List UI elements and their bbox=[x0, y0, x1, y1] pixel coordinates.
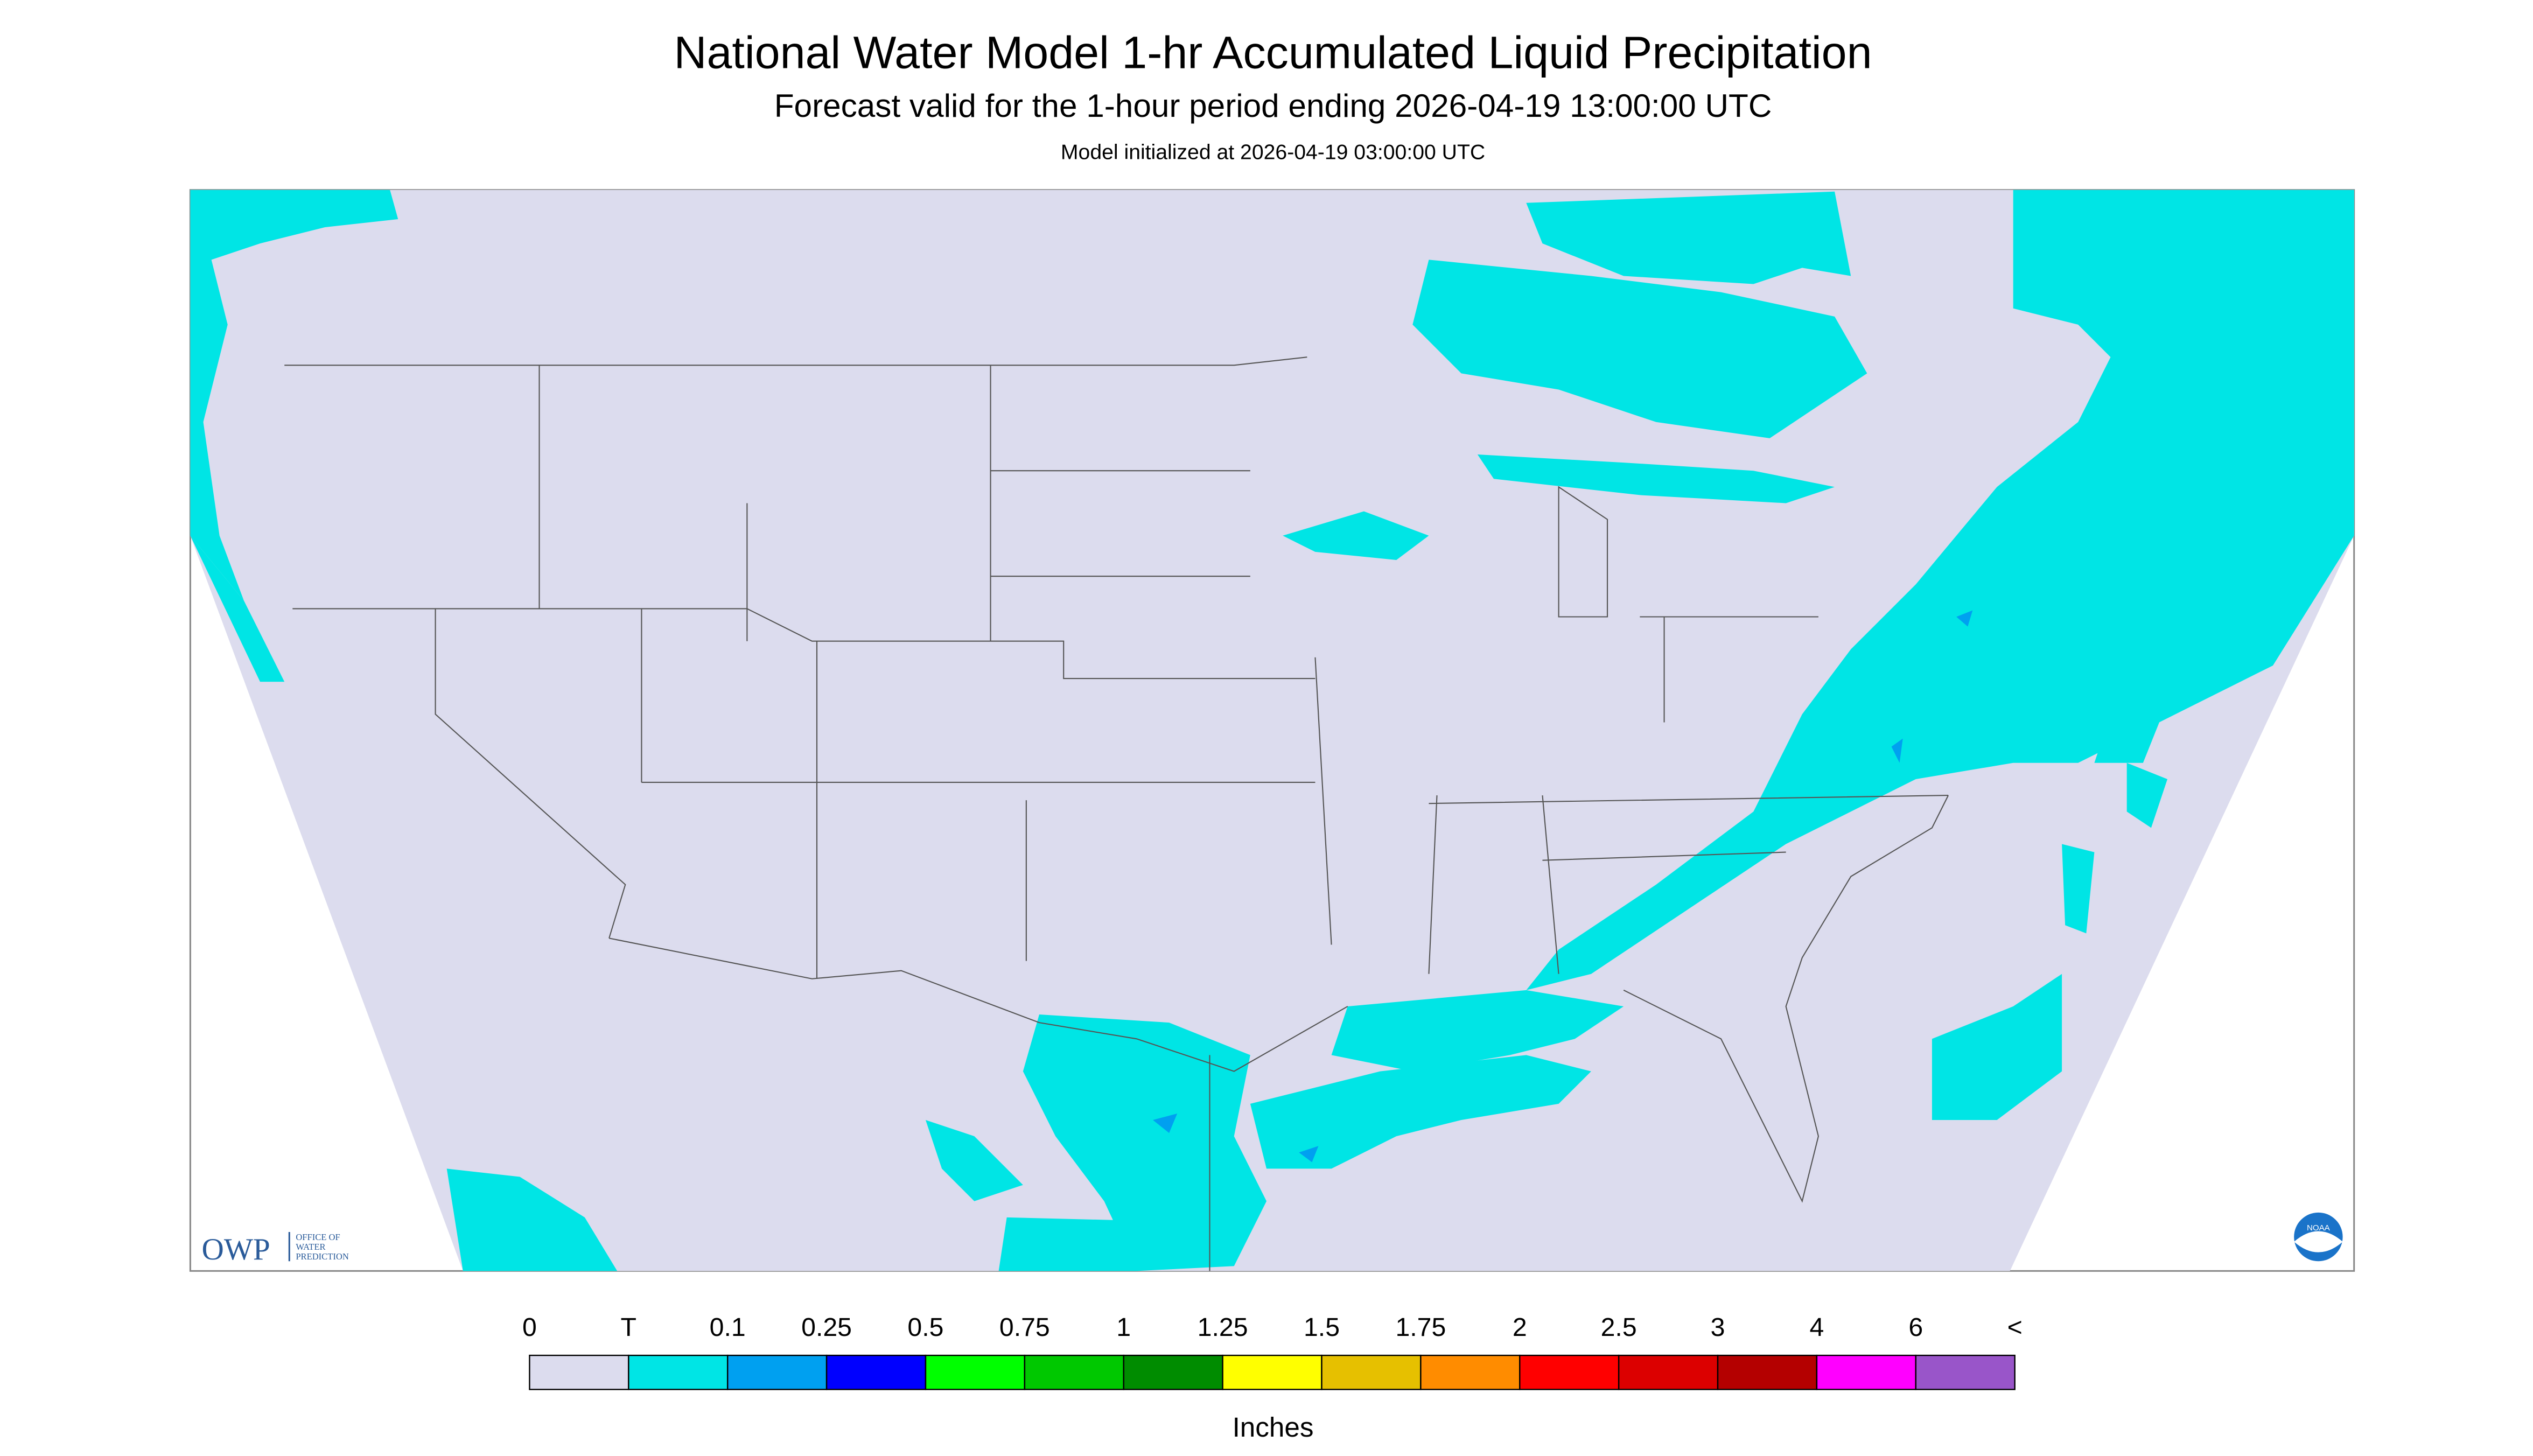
legend-unit: Inches bbox=[1233, 1412, 1314, 1443]
legend-label: 1 bbox=[1116, 1313, 1131, 1342]
legend-swatch bbox=[925, 1354, 1026, 1390]
legend-swatch bbox=[1222, 1354, 1323, 1390]
legend-label: 2 bbox=[1513, 1313, 1527, 1342]
legend-label: 2.5 bbox=[1601, 1313, 1637, 1342]
legend-label: < bbox=[2007, 1313, 2023, 1342]
legend-label: 0.75 bbox=[999, 1313, 1050, 1342]
legend-swatch bbox=[1618, 1354, 1719, 1390]
legend-swatch bbox=[628, 1354, 729, 1390]
noaa-badge: NOAA bbox=[2294, 1212, 2343, 1262]
logo-line: WATER bbox=[296, 1242, 326, 1252]
logo-mark: OWP bbox=[201, 1233, 270, 1266]
legend-label: 0.1 bbox=[710, 1313, 746, 1342]
legend-swatch bbox=[1024, 1354, 1124, 1390]
subtitle: Forecast valid for the 1-hour period end… bbox=[774, 87, 1772, 124]
legend-label: T bbox=[621, 1313, 636, 1342]
boundaries bbox=[284, 356, 1949, 1271]
legend-label: 4 bbox=[1809, 1313, 1824, 1342]
logo-line: PREDICTION bbox=[296, 1251, 348, 1262]
badge-text: NOAA bbox=[2307, 1223, 2331, 1233]
logo-line: OFFICE OF bbox=[296, 1232, 340, 1242]
legend-swatch bbox=[726, 1354, 828, 1390]
legend: 0 T 0.1 0.25 0.5 0.75 1 1.25 1.5 1.75 2 2.5 3 4 6 < bbox=[522, 1313, 2023, 1390]
legend-label: 0.5 bbox=[907, 1313, 943, 1342]
legend-label: 0 bbox=[522, 1313, 537, 1342]
legend-swatch bbox=[529, 1354, 629, 1390]
legend-label: 1.5 bbox=[1304, 1313, 1340, 1342]
badge-wave bbox=[2294, 1231, 2343, 1252]
legend-label: 3 bbox=[1711, 1313, 1725, 1342]
precip-areas bbox=[190, 190, 2354, 1271]
init-time: Model initialized at 2026-04-19 03:00:00… bbox=[1061, 141, 1485, 164]
legend-label: 6 bbox=[1908, 1313, 1923, 1342]
legend-label: 1.75 bbox=[1395, 1313, 1446, 1342]
legend-swatch bbox=[1321, 1354, 1422, 1390]
title: National Water Model 1-hr Accumulated Li… bbox=[674, 27, 1872, 78]
map bbox=[189, 189, 2355, 1272]
legend-swatch bbox=[1915, 1354, 2016, 1390]
legend-label: 1.25 bbox=[1198, 1313, 1248, 1342]
legend-swatch bbox=[1420, 1354, 1521, 1390]
legend-label: 0.25 bbox=[801, 1313, 852, 1342]
legend-swatch bbox=[1816, 1354, 1917, 1390]
legend-swatch bbox=[825, 1354, 927, 1390]
legend-swatch bbox=[1519, 1354, 1620, 1390]
model-domain bbox=[190, 190, 2354, 1271]
legend-swatch bbox=[1123, 1354, 1223, 1390]
legend-swatch bbox=[1717, 1354, 1818, 1390]
